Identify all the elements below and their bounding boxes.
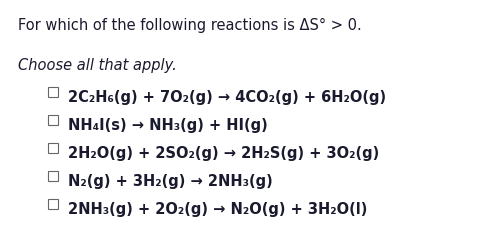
- Text: 2C₂H₆(g) + 7O₂(g) → 4CO₂(g) + 6H₂O(g): 2C₂H₆(g) + 7O₂(g) → 4CO₂(g) + 6H₂O(g): [68, 90, 386, 105]
- Text: Choose all that apply.: Choose all that apply.: [18, 58, 177, 73]
- Text: 2NH₃(g) + 2O₂(g) → N₂O(g) + 3H₂O(l): 2NH₃(g) + 2O₂(g) → N₂O(g) + 3H₂O(l): [68, 202, 367, 217]
- Text: 2H₂O(g) + 2SO₂(g) → 2H₂S(g) + 3O₂(g): 2H₂O(g) + 2SO₂(g) → 2H₂S(g) + 3O₂(g): [68, 146, 379, 161]
- Text: NH₄I(s) → NH₃(g) + HI(g): NH₄I(s) → NH₃(g) + HI(g): [68, 118, 268, 133]
- Text: For which of the following reactions is ΔS° > 0.: For which of the following reactions is …: [18, 18, 362, 33]
- Text: N₂(g) + 3H₂(g) → 2NH₃(g): N₂(g) + 3H₂(g) → 2NH₃(g): [68, 174, 273, 189]
